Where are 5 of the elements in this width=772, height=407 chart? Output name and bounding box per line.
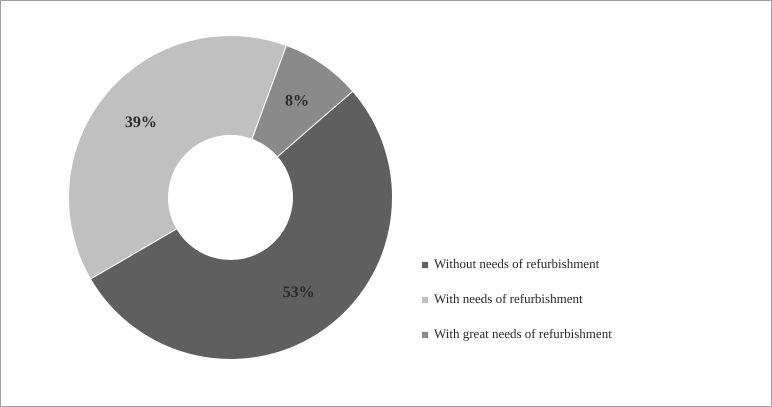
legend-label: With great needs of refurbishment [434, 326, 612, 342]
data-label: 39% [124, 114, 157, 131]
legend-label: Without needs of refurbishment [434, 256, 600, 272]
legend-label: With needs of refurbishment [434, 291, 583, 307]
data-label: 8% [284, 92, 309, 110]
